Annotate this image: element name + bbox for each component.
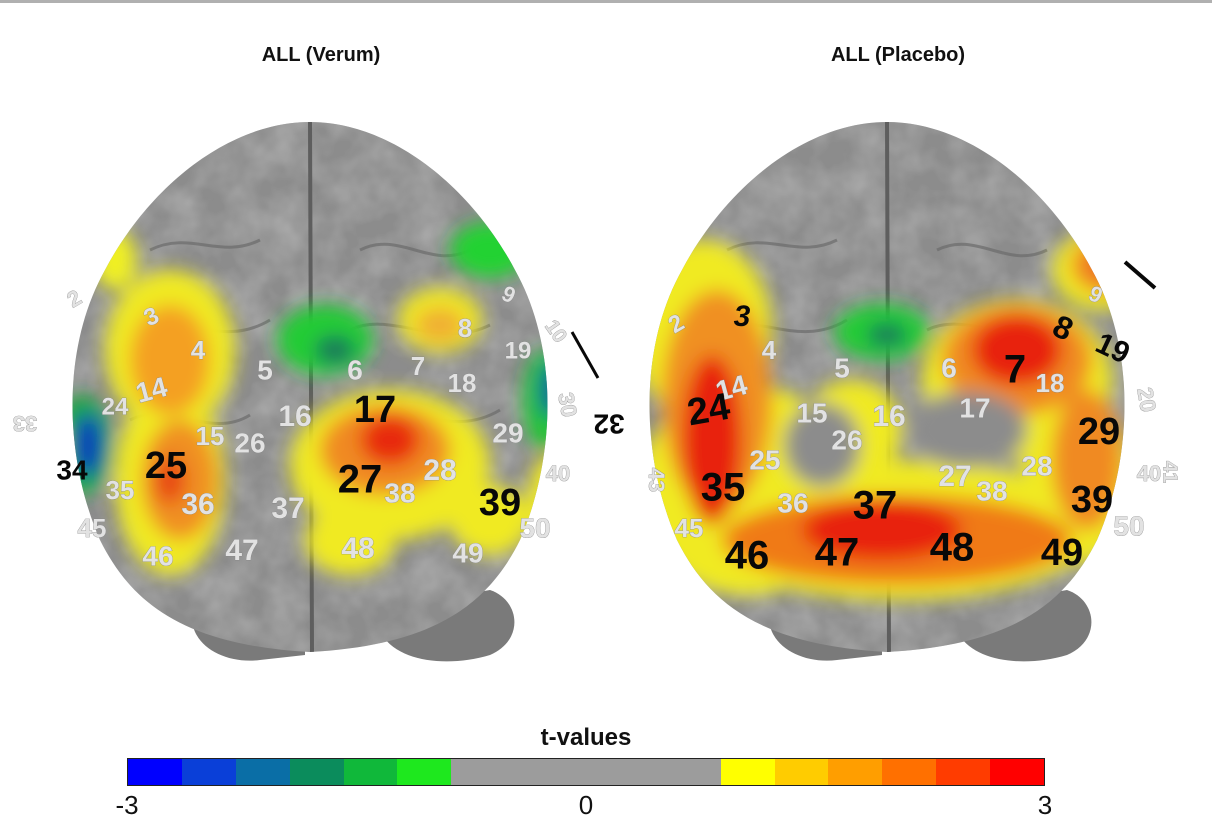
colorbar-segment	[397, 759, 452, 785]
colorbar-segment	[451, 759, 506, 785]
electrode-label-white: 4	[191, 335, 206, 365]
electrode-label-white: 29	[492, 417, 523, 448]
electrode-label-white: 24	[102, 393, 129, 420]
electrode-label-white: 2	[63, 285, 86, 313]
electrode-label-white: 28	[1021, 450, 1052, 481]
electrode-label-white: 38	[976, 475, 1007, 506]
electrode-label-black: 27	[338, 458, 383, 502]
electrode-label-black: 48	[930, 526, 975, 570]
electrode-label-white: 6	[941, 352, 957, 383]
electrode-label-white: 27	[938, 460, 971, 493]
electrode-label-white: 4	[762, 335, 777, 365]
electrode-label-white: 50	[519, 512, 550, 543]
colorbar-segment	[612, 759, 667, 785]
colorbar-segment	[128, 759, 182, 785]
colorbar-segment	[289, 759, 344, 785]
electrode-label-black: 37	[853, 484, 898, 528]
electrode-label-white: 5	[257, 354, 273, 385]
verum-brain-map: 2 3 4 5 6 7 8 9 10 14 15 16 18 19 24 26 …	[12, 122, 600, 662]
electrode-label-black: 17	[354, 389, 396, 431]
electrode-label-white: 41	[1159, 461, 1181, 483]
electrode-label-black: 7	[1004, 348, 1026, 392]
colorbar-segment	[505, 759, 559, 785]
electrode-label-white: 6	[347, 354, 363, 385]
colorbar-segment	[990, 759, 1044, 785]
electrode-label-white: 36	[777, 487, 808, 518]
electrode-label-black: 24	[684, 386, 733, 435]
colorbar-title: t-values	[540, 724, 632, 751]
electrode-label-white: 26	[234, 427, 265, 458]
electrode-label-white: 45	[675, 513, 704, 543]
right-panel-title: ALL (Placebo)	[830, 44, 966, 66]
electrode-label-white: 16	[872, 400, 905, 433]
electrode-label-white: 28	[423, 454, 456, 487]
electrode-label-white: 15	[196, 421, 225, 451]
electrode-label-white: 20	[1132, 385, 1161, 413]
electrode-label-white: 17	[959, 392, 990, 423]
placebo-brain-map: 2 4 5 6 9 14 15 16 17 18 20 25 26 27 28 …	[593, 122, 1181, 662]
left-panel-title: ALL (Verum)	[261, 44, 381, 66]
electrode-label-white: 40	[546, 461, 570, 486]
electrode-label-black: 39	[479, 482, 521, 524]
colorbar-min-label: -3	[115, 790, 139, 820]
electrode-labels: 2 3 4 5 6 7 8 9 10 14 15 16 18 19 24 26 …	[12, 280, 582, 571]
electrode-label-white: 18	[448, 368, 477, 398]
electrode-marker-line	[1123, 260, 1157, 290]
electrode-label-white: 50	[1113, 510, 1144, 541]
colorbar-segment	[882, 759, 937, 785]
colorbar	[127, 758, 1045, 786]
electrode-label-white: 7	[411, 351, 425, 381]
electrode-label-white: 5	[834, 352, 850, 383]
electrode-label-white: 36	[181, 488, 214, 521]
colorbar-segment	[343, 759, 398, 785]
electrode-label-black: 32	[593, 409, 624, 440]
electrode-label-white: 8	[458, 313, 472, 343]
electrode-label-black: 39	[1071, 479, 1113, 521]
electrode-label-white: 15	[796, 397, 827, 428]
colorbar-segment	[720, 759, 775, 785]
electrode-label-white: 19	[505, 337, 532, 364]
colorbar-segment	[181, 759, 236, 785]
electrode-label-white: 16	[278, 400, 311, 433]
colorbar-mid-label: 0	[578, 790, 594, 820]
electrode-label-white: 35	[106, 475, 135, 505]
electrode-label-black: 47	[815, 531, 860, 575]
electrode-label-black: 46	[725, 534, 770, 578]
electrode-label-white: 10	[540, 316, 571, 347]
colorbar-segment	[774, 759, 829, 785]
colorbar-segment	[828, 759, 883, 785]
colorbar-segment	[235, 759, 290, 785]
electrode-label-white: 47	[225, 534, 258, 567]
top-rule	[0, 0, 1212, 3]
electrode-label-white: 40	[1137, 461, 1161, 486]
colorbar-segment	[666, 759, 721, 785]
electrode-label-white: 49	[452, 537, 483, 568]
electrode-label-black: 49	[1041, 532, 1083, 574]
electrode-label-black: 35	[701, 466, 746, 510]
colorbar-segment	[559, 759, 613, 785]
colorbar-max-label: 3	[1037, 790, 1053, 820]
electrode-label-white: 38	[384, 477, 415, 508]
electrode-label-white: 30	[553, 390, 582, 418]
electrode-label-white: 33	[13, 411, 37, 436]
electrode-label-white: 37	[271, 492, 304, 525]
electrode-label-white: 48	[341, 532, 374, 565]
electrode-label-white: 45	[78, 513, 107, 543]
electrode-label-black: 34	[56, 454, 88, 485]
electrode-label-white: 46	[142, 540, 173, 571]
electrode-label-white: 18	[1036, 368, 1065, 398]
colorbar-segment	[936, 759, 990, 785]
electrode-label-white: 26	[831, 424, 862, 455]
electrode-label-black: 25	[145, 445, 187, 487]
electrode-label-white: 43	[644, 468, 669, 492]
electrode-marker-line	[570, 331, 600, 379]
electrode-label-black: 3	[734, 300, 751, 333]
electrode-label-white: 25	[749, 444, 780, 475]
electrode-label-black: 29	[1078, 411, 1120, 453]
